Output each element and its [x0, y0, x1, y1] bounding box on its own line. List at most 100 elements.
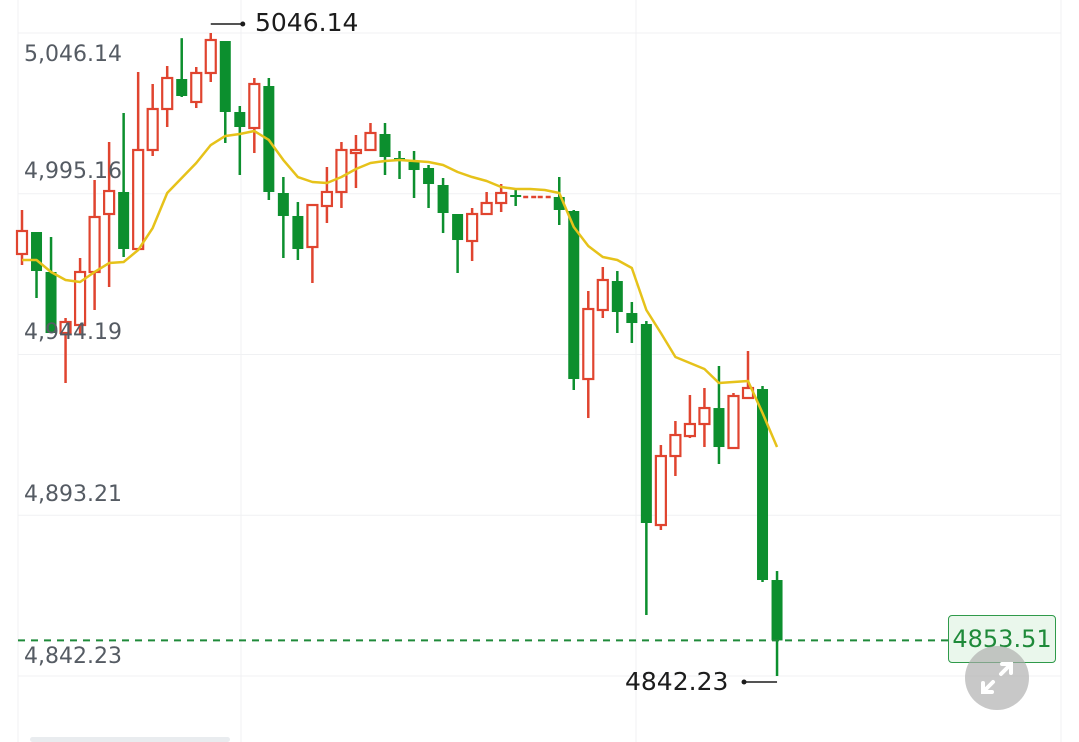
scrollbar[interactable] — [30, 737, 230, 742]
candle — [364, 122, 377, 152]
candle — [741, 351, 755, 400]
candle-body — [292, 215, 304, 250]
candle — [349, 135, 363, 189]
candle — [292, 202, 304, 261]
candle-body — [683, 422, 697, 438]
candle-body — [118, 191, 130, 250]
candle-body — [248, 82, 261, 130]
candle — [146, 83, 159, 157]
candle — [510, 188, 522, 206]
moving-average-line — [22, 129, 779, 448]
candle-body — [132, 148, 145, 251]
candle-body — [45, 271, 57, 334]
candle — [204, 33, 217, 83]
candle — [59, 317, 72, 383]
candle — [73, 257, 87, 335]
candle-body — [190, 71, 203, 104]
candle — [190, 66, 203, 109]
max-marker-dot — [240, 21, 246, 27]
expand-arrows-icon — [981, 662, 1013, 694]
candle — [640, 321, 652, 616]
y-tick-label: 4,995.16 — [24, 159, 122, 184]
candle — [306, 203, 319, 283]
candle-body — [408, 162, 420, 171]
candle-body — [88, 215, 101, 274]
y-tick-label: 4,842.23 — [24, 644, 122, 669]
candle-body — [161, 76, 174, 111]
candle-body — [611, 281, 623, 313]
candle-body — [379, 134, 391, 157]
candle-body — [204, 38, 217, 75]
candle-body — [495, 191, 508, 205]
candle-body — [277, 193, 289, 216]
candle — [713, 365, 725, 465]
candle-body — [466, 212, 479, 243]
candle-body — [437, 184, 449, 213]
candle — [176, 38, 188, 97]
candle — [495, 184, 508, 213]
candle — [277, 177, 289, 258]
candle — [408, 150, 420, 199]
y-tick-label: 5,046.14 — [24, 42, 122, 67]
candle — [757, 386, 769, 582]
candle-body — [364, 131, 377, 152]
candle — [480, 191, 493, 216]
min-price-label: 4842.23 — [625, 667, 729, 696]
candle — [248, 77, 261, 154]
candle — [466, 208, 479, 262]
candle-body — [510, 194, 522, 198]
expand-button[interactable] — [965, 646, 1029, 710]
candle-body — [757, 389, 769, 581]
candle — [437, 177, 449, 234]
y-tick-label: 4,893.21 — [24, 482, 122, 507]
candle — [31, 232, 43, 299]
candle — [683, 395, 697, 439]
candle — [234, 106, 246, 175]
candle-body — [698, 406, 711, 426]
candle — [335, 142, 348, 209]
max-price-label: 5046.14 — [255, 8, 359, 37]
candle — [161, 66, 174, 128]
candle — [582, 291, 595, 419]
candle — [626, 302, 638, 344]
candle-body — [423, 167, 435, 185]
candle-body — [713, 408, 725, 448]
candle — [669, 421, 682, 477]
candle-body — [771, 580, 783, 641]
candle-body — [15, 229, 29, 256]
candle — [103, 142, 116, 288]
y-tick-label: 4,944.19 — [24, 320, 122, 345]
candle — [15, 209, 29, 265]
candle-body — [73, 270, 87, 327]
candle-body — [31, 232, 43, 272]
candle-body — [103, 189, 116, 216]
candle — [596, 267, 609, 318]
candle-body — [727, 394, 740, 450]
candle — [727, 392, 740, 450]
candle-body — [59, 320, 72, 335]
candle-body — [320, 190, 334, 208]
candle-body — [349, 148, 363, 155]
candle — [132, 72, 145, 251]
candle-body — [480, 201, 493, 216]
candle-body — [219, 41, 231, 112]
candle-body — [452, 214, 464, 241]
candle-body — [335, 148, 348, 194]
candle-body — [553, 197, 565, 210]
candle-body — [626, 313, 638, 324]
candle-body — [640, 323, 652, 523]
candle — [118, 113, 130, 258]
candle — [698, 388, 711, 448]
candle-body — [582, 307, 595, 381]
candle-body — [176, 79, 188, 97]
candle — [219, 41, 231, 143]
candle-body — [596, 278, 609, 312]
candle-body — [234, 111, 246, 128]
candle — [452, 214, 464, 274]
candle — [654, 445, 667, 530]
candle — [88, 180, 101, 310]
candle-body — [654, 454, 667, 527]
candle — [394, 150, 406, 180]
min-marker-dot — [741, 679, 747, 685]
